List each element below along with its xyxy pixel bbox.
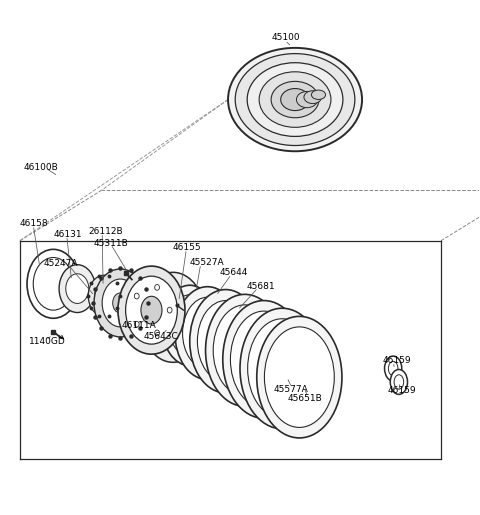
Ellipse shape (197, 301, 254, 382)
Ellipse shape (95, 283, 114, 308)
Ellipse shape (230, 311, 298, 408)
Ellipse shape (247, 63, 343, 136)
Ellipse shape (102, 279, 139, 327)
Ellipse shape (155, 284, 159, 290)
Ellipse shape (33, 258, 73, 310)
Text: 45651B: 45651B (288, 394, 323, 403)
Ellipse shape (240, 308, 324, 429)
Ellipse shape (118, 266, 185, 354)
Ellipse shape (168, 295, 211, 356)
Ellipse shape (394, 375, 404, 389)
Text: 46131: 46131 (53, 230, 82, 239)
Text: 1140GD: 1140GD (29, 337, 66, 346)
Text: 46100B: 46100B (24, 163, 59, 172)
Text: 45311B: 45311B (94, 238, 129, 248)
Ellipse shape (126, 276, 177, 344)
Ellipse shape (88, 275, 120, 316)
Ellipse shape (182, 297, 232, 369)
Ellipse shape (134, 321, 139, 327)
Ellipse shape (228, 48, 362, 151)
Text: 46158: 46158 (20, 219, 48, 229)
Ellipse shape (235, 54, 355, 146)
Ellipse shape (94, 269, 147, 337)
Text: 45100: 45100 (271, 33, 300, 42)
Text: 46159: 46159 (387, 386, 416, 395)
Text: 46111A: 46111A (121, 321, 156, 330)
Ellipse shape (167, 307, 172, 313)
Text: 45643C: 45643C (144, 332, 178, 341)
Text: 45577A: 45577A (274, 385, 308, 393)
Ellipse shape (113, 293, 128, 313)
Ellipse shape (257, 316, 342, 438)
Ellipse shape (66, 274, 89, 303)
Ellipse shape (304, 91, 322, 104)
Ellipse shape (59, 265, 96, 313)
Text: 45681: 45681 (247, 282, 276, 290)
Ellipse shape (150, 285, 196, 349)
Ellipse shape (190, 289, 262, 393)
Ellipse shape (271, 81, 319, 118)
Text: 26112B: 26112B (89, 227, 123, 236)
Text: 46159: 46159 (383, 356, 411, 365)
Ellipse shape (162, 285, 217, 366)
Ellipse shape (312, 90, 325, 99)
Ellipse shape (27, 249, 80, 318)
Ellipse shape (205, 295, 284, 406)
Text: 46155: 46155 (173, 244, 202, 252)
Ellipse shape (175, 287, 240, 380)
Ellipse shape (390, 369, 408, 394)
Ellipse shape (264, 327, 334, 427)
Ellipse shape (281, 89, 310, 111)
Ellipse shape (141, 296, 162, 324)
Ellipse shape (388, 362, 398, 376)
Ellipse shape (213, 305, 276, 396)
Text: 45644: 45644 (220, 268, 248, 277)
Text: 45527A: 45527A (190, 258, 224, 267)
Text: 45247A: 45247A (44, 259, 78, 268)
Ellipse shape (134, 293, 139, 299)
Ellipse shape (297, 92, 318, 108)
Ellipse shape (248, 319, 317, 418)
Ellipse shape (141, 272, 205, 363)
Ellipse shape (155, 330, 159, 336)
Ellipse shape (384, 356, 402, 381)
Ellipse shape (259, 72, 331, 127)
Ellipse shape (223, 301, 305, 418)
